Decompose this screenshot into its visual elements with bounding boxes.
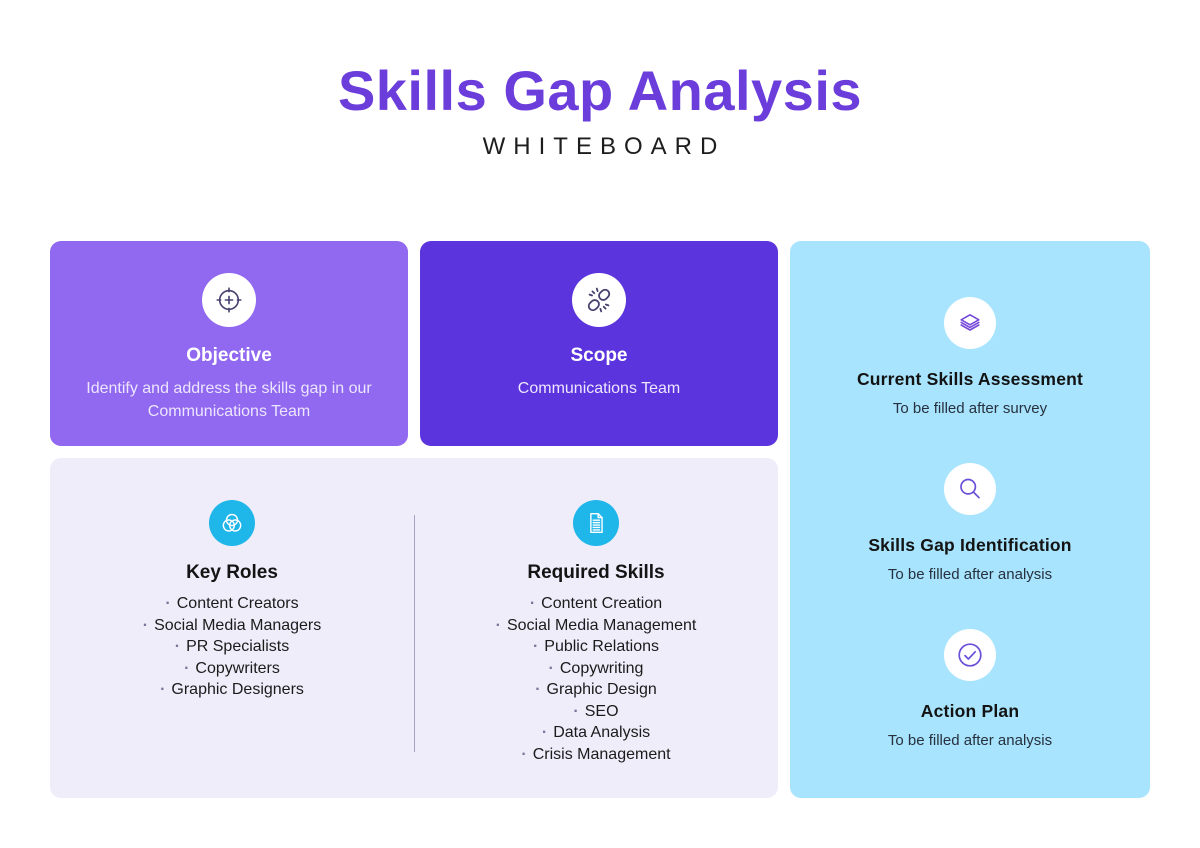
column-divider [414, 515, 415, 752]
assessment-section-current-skills: Current Skills Assessment To be filled a… [790, 297, 1150, 417]
venn-diagram-icon [209, 500, 255, 546]
check-circle-icon [944, 629, 996, 681]
list-item: Content Creators [143, 593, 322, 615]
required-skills-list: Content CreationSocial Media ManagementP… [496, 593, 697, 766]
magnifier-icon [944, 463, 996, 515]
scope-title: Scope [570, 345, 628, 366]
list-item: Graphic Designers [143, 679, 322, 701]
list-item: Data Analysis [496, 722, 697, 744]
objective-title: Objective [186, 345, 272, 366]
scope-card: Scope Communications Team [420, 241, 778, 446]
layers-icon [944, 297, 996, 349]
key-roles-column: Key Roles Content CreatorsSocial Media M… [50, 500, 414, 798]
required-skills-column: Required Skills Content CreationSocial M… [414, 500, 778, 798]
list-item: Crisis Management [496, 744, 697, 766]
scope-body: Communications Team [517, 380, 681, 397]
list-item: SEO [496, 701, 697, 723]
current-skills-title: Current Skills Assessment [856, 369, 1084, 389]
gap-identification-title: Skills Gap Identification [868, 535, 1072, 555]
current-skills-body: To be filled after survey [892, 400, 1048, 417]
assessment-section-gap-identification: Skills Gap Identification To be filled a… [790, 463, 1150, 583]
assessment-section-action-plan: Action Plan To be filled after analysis [790, 629, 1150, 749]
objective-card: Objective Identify and address the skill… [50, 241, 408, 446]
header: Skills Gap Analysis WHITEBOARD [0, 60, 1200, 161]
key-roles-title: Key Roles [186, 562, 278, 583]
list-item: Content Creation [496, 593, 697, 615]
action-plan-title: Action Plan [920, 701, 1020, 721]
objective-body: Identify and address the skills gap in o… [86, 380, 372, 420]
key-roles-list: Content CreatorsSocial Media ManagersPR … [143, 593, 322, 701]
list-item: Social Media Managers [143, 615, 321, 637]
list-item: PR Specialists [143, 636, 322, 658]
target-icon [202, 273, 256, 327]
list-item: Public Relations [496, 636, 697, 658]
list-item: Graphic Design [496, 679, 697, 701]
list-item: Social Media Management [496, 615, 696, 637]
list-item: Copywriting [496, 658, 697, 680]
assessment-card: Current Skills Assessment To be filled a… [790, 241, 1150, 798]
roles-skills-card: Key Roles Content CreatorsSocial Media M… [50, 458, 778, 798]
page-subtitle: WHITEBOARD [482, 132, 726, 160]
gap-identification-body: To be filled after analysis [887, 566, 1053, 583]
broken-link-icon [572, 273, 626, 327]
action-plan-body: To be filled after analysis [887, 732, 1053, 749]
list-item: Copywriters [143, 658, 322, 680]
page-title: Skills Gap Analysis [337, 59, 863, 122]
required-skills-title: Required Skills [527, 562, 665, 583]
document-icon [573, 500, 619, 546]
